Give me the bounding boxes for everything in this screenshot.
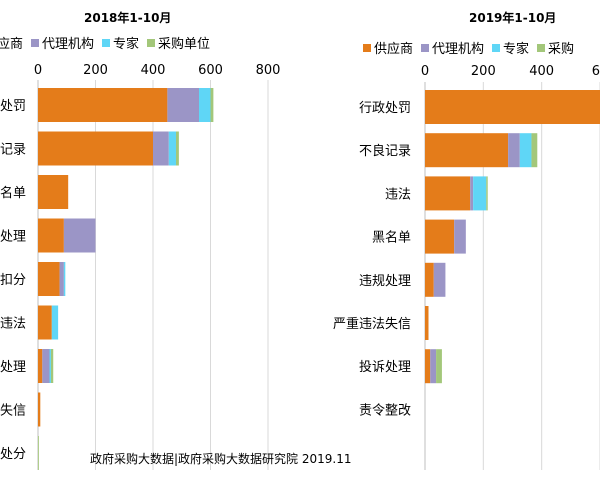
bar-segment (425, 306, 429, 340)
category-label: 责令整改 (359, 403, 411, 418)
legend-item-purchaser: 采购 (537, 38, 574, 57)
x-tick-label: 0 (421, 64, 429, 79)
legend-item-expert: 专家 (102, 33, 139, 52)
bar-segment (59, 262, 64, 296)
bar-segment (38, 131, 153, 166)
bar-segment (470, 176, 474, 211)
legend-item-purchaser: 采购单位 (147, 33, 210, 52)
legend-swatch-agency (421, 43, 430, 52)
bar-segment (176, 131, 179, 166)
category-label: 行政处罚 (359, 101, 411, 116)
legend-item-agency: 代理机构 (421, 38, 484, 57)
bar-segment (519, 133, 532, 168)
bar-segment (63, 218, 96, 253)
chart-2-legend: 供应商 代理机构 专家 采购 (363, 38, 582, 57)
category-label: 严重违法失信 (333, 316, 411, 332)
bar-segment (153, 131, 169, 166)
category-label: 违法 (0, 317, 26, 332)
bar-segment (436, 349, 442, 384)
bar-segment (51, 305, 59, 340)
bar-segment (38, 175, 69, 209)
category-label: 不良记录 (359, 143, 411, 159)
bar-segment (50, 349, 54, 383)
x-tick-label: 60 (592, 64, 600, 79)
category-label: 黑名单 (372, 230, 411, 246)
bar-segment (531, 133, 538, 168)
bar-segment (425, 176, 471, 211)
category-label: 投诉处理 (359, 359, 411, 375)
category-label: 处理 (0, 360, 26, 375)
bar-segment (430, 349, 437, 384)
bar-segment (168, 131, 176, 166)
bar-segment (38, 349, 43, 383)
bar-segment (38, 88, 168, 122)
x-tick-label: 200 (471, 64, 496, 79)
bar-segment (425, 219, 455, 254)
bar-segment (508, 133, 520, 168)
category-label: 违规处理 (359, 274, 411, 289)
legend-item-supplier: 供应商 (363, 38, 413, 57)
bar-segment (425, 90, 600, 124)
category-label: 名单 (0, 185, 26, 201)
legend-swatch-expert (102, 38, 111, 47)
category-label: 扣分 (0, 273, 26, 288)
category-label: 记录 (0, 143, 26, 158)
legend-swatch-purchaser (537, 43, 546, 52)
bar-segment (454, 219, 466, 254)
bar-segment (38, 305, 52, 340)
bar-segment (425, 133, 509, 168)
bar-segment (42, 349, 50, 383)
legend-item-expert: 专家 (492, 38, 529, 57)
category-label: 处罚 (0, 99, 26, 114)
chart-1-title: 2018年1-10月 (84, 11, 172, 25)
bar-segment (199, 88, 211, 122)
bar-segment (49, 349, 51, 383)
bar-segment (473, 176, 487, 211)
x-tick-label: 0 (34, 63, 42, 78)
chart-2-title: 2019年1-10月 (469, 11, 557, 25)
legend-swatch-agency (31, 38, 40, 47)
legend-swatch-supplier (363, 43, 371, 52)
x-tick-label: 400 (529, 64, 554, 79)
category-label: 违法 (385, 187, 411, 202)
x-tick-label: 800 (256, 63, 281, 78)
bar-segment (425, 349, 431, 384)
chart-1-legend: 应商 代理机构 专家 采购单位 (0, 33, 218, 52)
legend-swatch-purchaser (147, 38, 156, 47)
category-label: 处分 (0, 447, 26, 462)
bar-segment (38, 262, 60, 296)
legend-item-supplier: 应商 (0, 37, 24, 52)
category-label: 处理 (0, 230, 26, 245)
bar-segment (63, 262, 66, 296)
bar-segment (433, 262, 446, 297)
category-label: 失信 (0, 404, 26, 419)
legend-swatch-expert (492, 43, 501, 52)
bar-segment (38, 392, 41, 427)
bar-segment (425, 262, 434, 297)
bar-segment (38, 218, 64, 253)
x-tick-label: 600 (198, 63, 223, 78)
legend-item-agency: 代理机构 (31, 33, 94, 52)
source-note: 政府采购大数据|政府采购大数据研究院 2019.11 (90, 452, 352, 466)
x-tick-label: 200 (83, 63, 108, 78)
bar-segment (486, 176, 488, 211)
bar-segment (210, 88, 214, 122)
x-tick-label: 400 (141, 63, 166, 78)
bar-segment (38, 436, 39, 470)
bar-segment (167, 88, 199, 122)
